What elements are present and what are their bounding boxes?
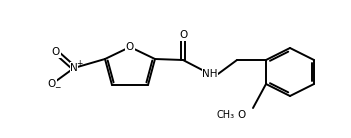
Text: +: + <box>76 59 83 68</box>
Text: O: O <box>48 79 56 89</box>
Text: O: O <box>238 110 246 120</box>
Text: −: − <box>54 83 60 92</box>
Text: CH₃: CH₃ <box>217 110 235 120</box>
Text: O: O <box>126 42 134 52</box>
Text: NH: NH <box>202 69 218 79</box>
Text: N: N <box>70 63 78 73</box>
Text: O: O <box>52 47 60 57</box>
Text: O: O <box>179 30 187 40</box>
